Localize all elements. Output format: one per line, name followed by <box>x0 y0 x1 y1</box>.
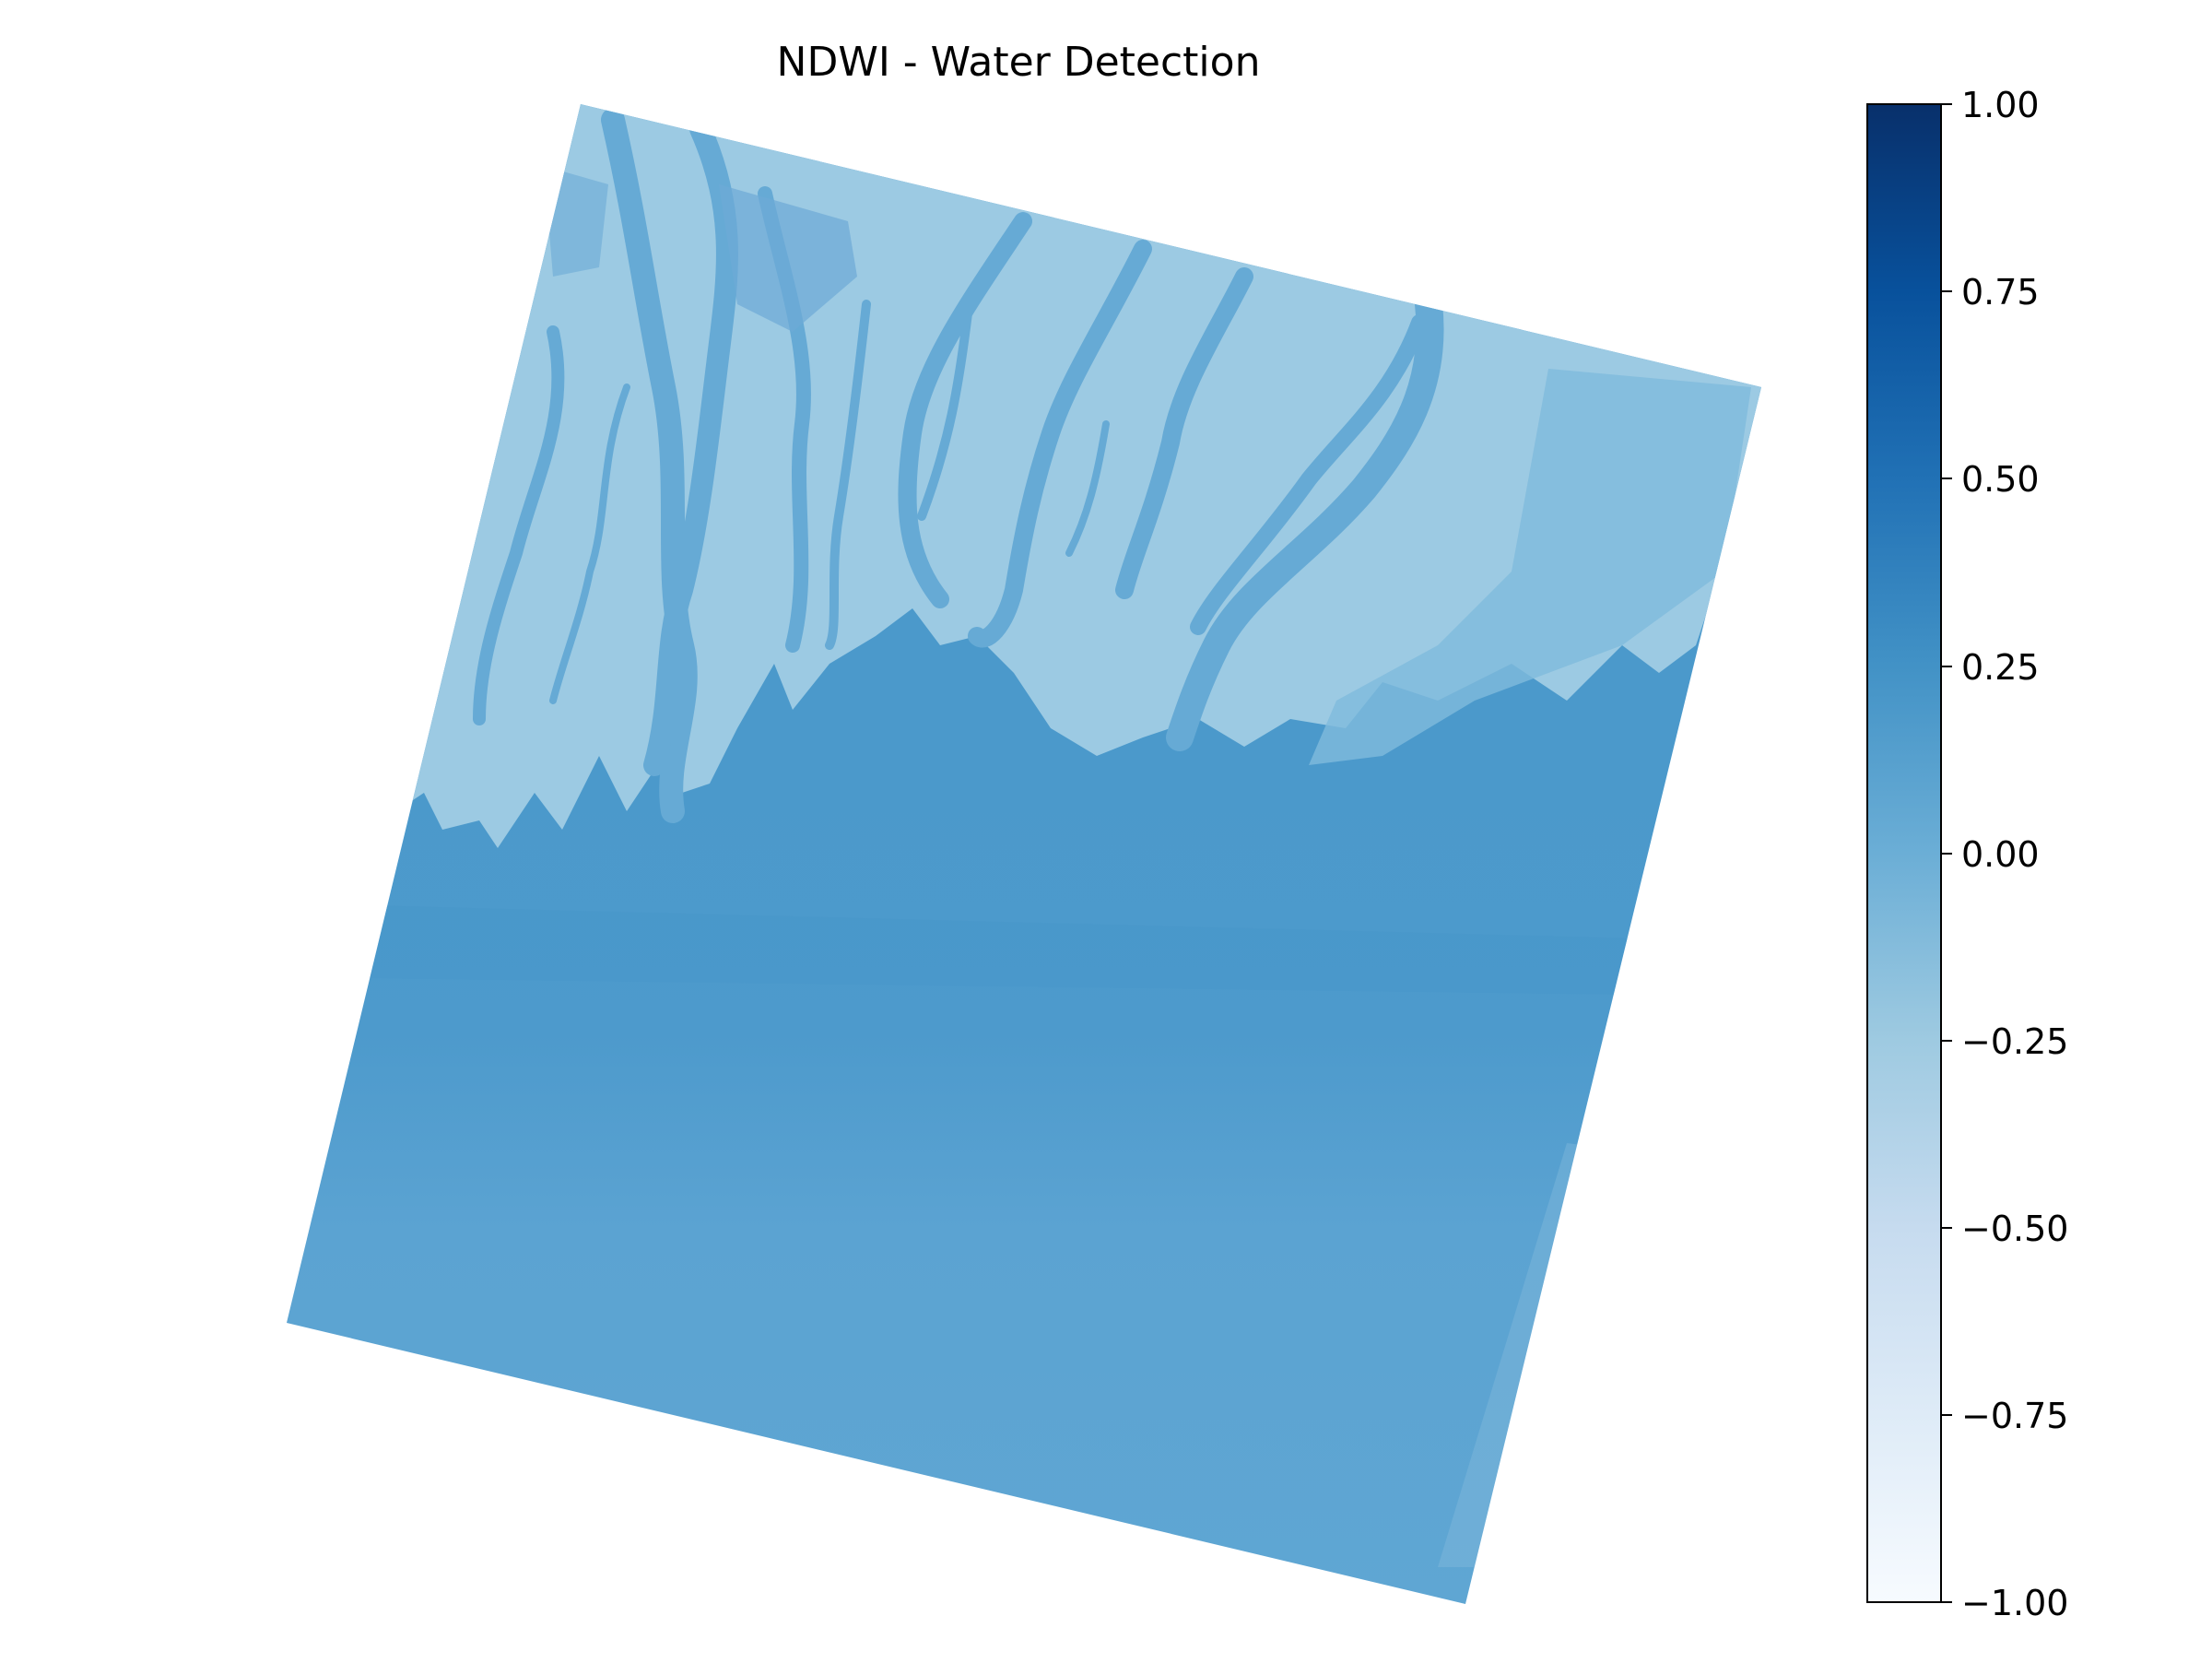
colorbar-gradient <box>1866 103 1942 1603</box>
colorbar: 1.00 0.75 0.50 0.25 0.00 −0.25 −0.50 −0.… <box>1866 85 2068 1623</box>
delta-land-mass <box>287 104 1761 848</box>
colorbar-ticks <box>1941 103 1952 1603</box>
colorbar-tick-label: 0.50 <box>1961 459 2040 500</box>
colorbar-tick-label: −0.25 <box>1961 1021 2068 1062</box>
colorbar-tick-label: −0.50 <box>1961 1209 2068 1249</box>
colorbar-tick-label: −0.75 <box>1961 1396 2068 1436</box>
colorbar-tick-label: 0.25 <box>1961 647 2040 688</box>
colorbar-tick-label: −1.00 <box>1961 1583 2068 1623</box>
colorbar-tick-label: 1.00 <box>1961 85 2040 125</box>
colorbar-tick-label: 0.75 <box>1961 272 2040 313</box>
figure-title: NDWI - Water Detection <box>776 39 1261 86</box>
ndwi-raster-image <box>287 104 1761 1604</box>
colorbar-tick-label: 0.00 <box>1961 834 2040 875</box>
